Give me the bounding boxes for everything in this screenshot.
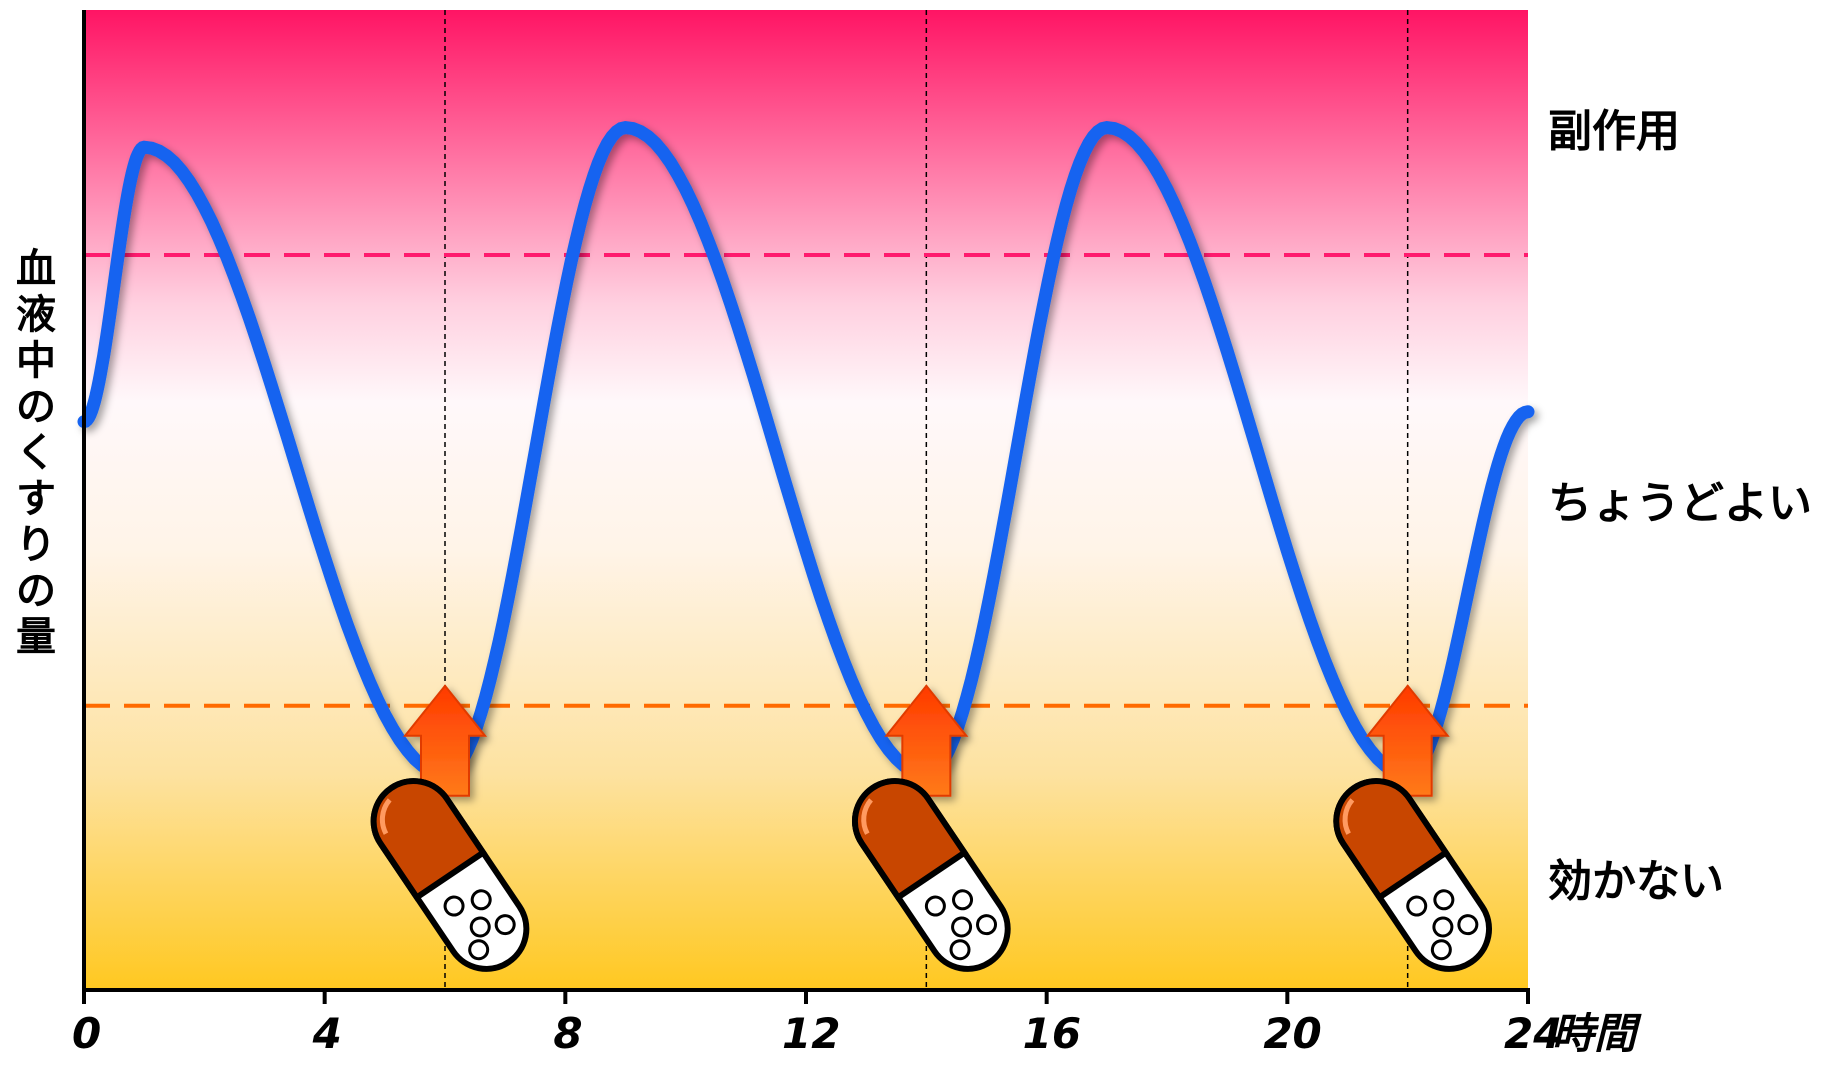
capsule-granule — [976, 914, 998, 936]
capsule-top-half — [852, 778, 969, 902]
x-tick-label-16: 16 — [1023, 1009, 1081, 1058]
x-tick-label-20: 20 — [1263, 1009, 1321, 1058]
y-axis-label-char: 液 — [16, 292, 56, 338]
x-tick-label-12: 12 — [782, 1009, 840, 1058]
capsule-highlight — [379, 798, 392, 835]
y-axis-label-char: の — [16, 384, 56, 430]
x-tick-label-24: 24 — [1504, 1009, 1562, 1058]
capsule-icon-2 — [1333, 778, 1493, 972]
x-tick-label-8: 8 — [553, 1009, 582, 1058]
capsule-top-half — [370, 778, 488, 902]
capsule-granule — [949, 939, 971, 961]
y-axis-label-char: く — [16, 430, 56, 476]
y-axis-label-char: 血 — [16, 246, 56, 292]
capsule-top-half — [1333, 778, 1450, 902]
x-tick-label-0: 0 — [72, 1009, 101, 1058]
capsule-granule — [470, 889, 492, 911]
capsule-granule — [469, 916, 491, 938]
x-tick-label-4: 4 — [312, 1009, 342, 1058]
capsule-granule — [951, 916, 973, 938]
capsule-granule — [1457, 914, 1479, 936]
capsule-granule — [1433, 889, 1455, 911]
y-axis-label-char: す — [16, 476, 56, 522]
capsule-icon-1 — [851, 778, 1011, 972]
y-axis-label-char: 量 — [16, 614, 56, 660]
y-axis-label-char: 中 — [16, 338, 56, 384]
zone-label-just-right: ちょうどよい — [1548, 478, 1812, 529]
capsule-granule — [924, 895, 946, 917]
zone-label-side-effect: 副作用 — [1548, 106, 1680, 157]
capsule-granule — [468, 939, 490, 961]
y-axis-label-char: り — [16, 522, 56, 568]
capsule-granule — [1430, 939, 1452, 961]
x-unit-label: 時間 — [1552, 1009, 1642, 1058]
capsule-granule — [494, 914, 516, 936]
capsule-granule — [443, 895, 465, 917]
plot-background — [84, 10, 1528, 990]
dose-time-lines — [444, 10, 1409, 990]
capsule-icon-0 — [370, 778, 530, 972]
zone-label-ineffective: 効かない — [1548, 856, 1724, 907]
capsule-highlight — [861, 798, 874, 835]
y-axis-label-char: の — [16, 568, 56, 614]
dose-markers — [370, 684, 1493, 972]
concentration-curve — [77, 121, 1535, 781]
capsule-granule — [1432, 916, 1454, 938]
capsule-granule — [952, 889, 974, 911]
capsule-granule — [1406, 895, 1428, 917]
capsule-highlight — [1342, 798, 1355, 835]
